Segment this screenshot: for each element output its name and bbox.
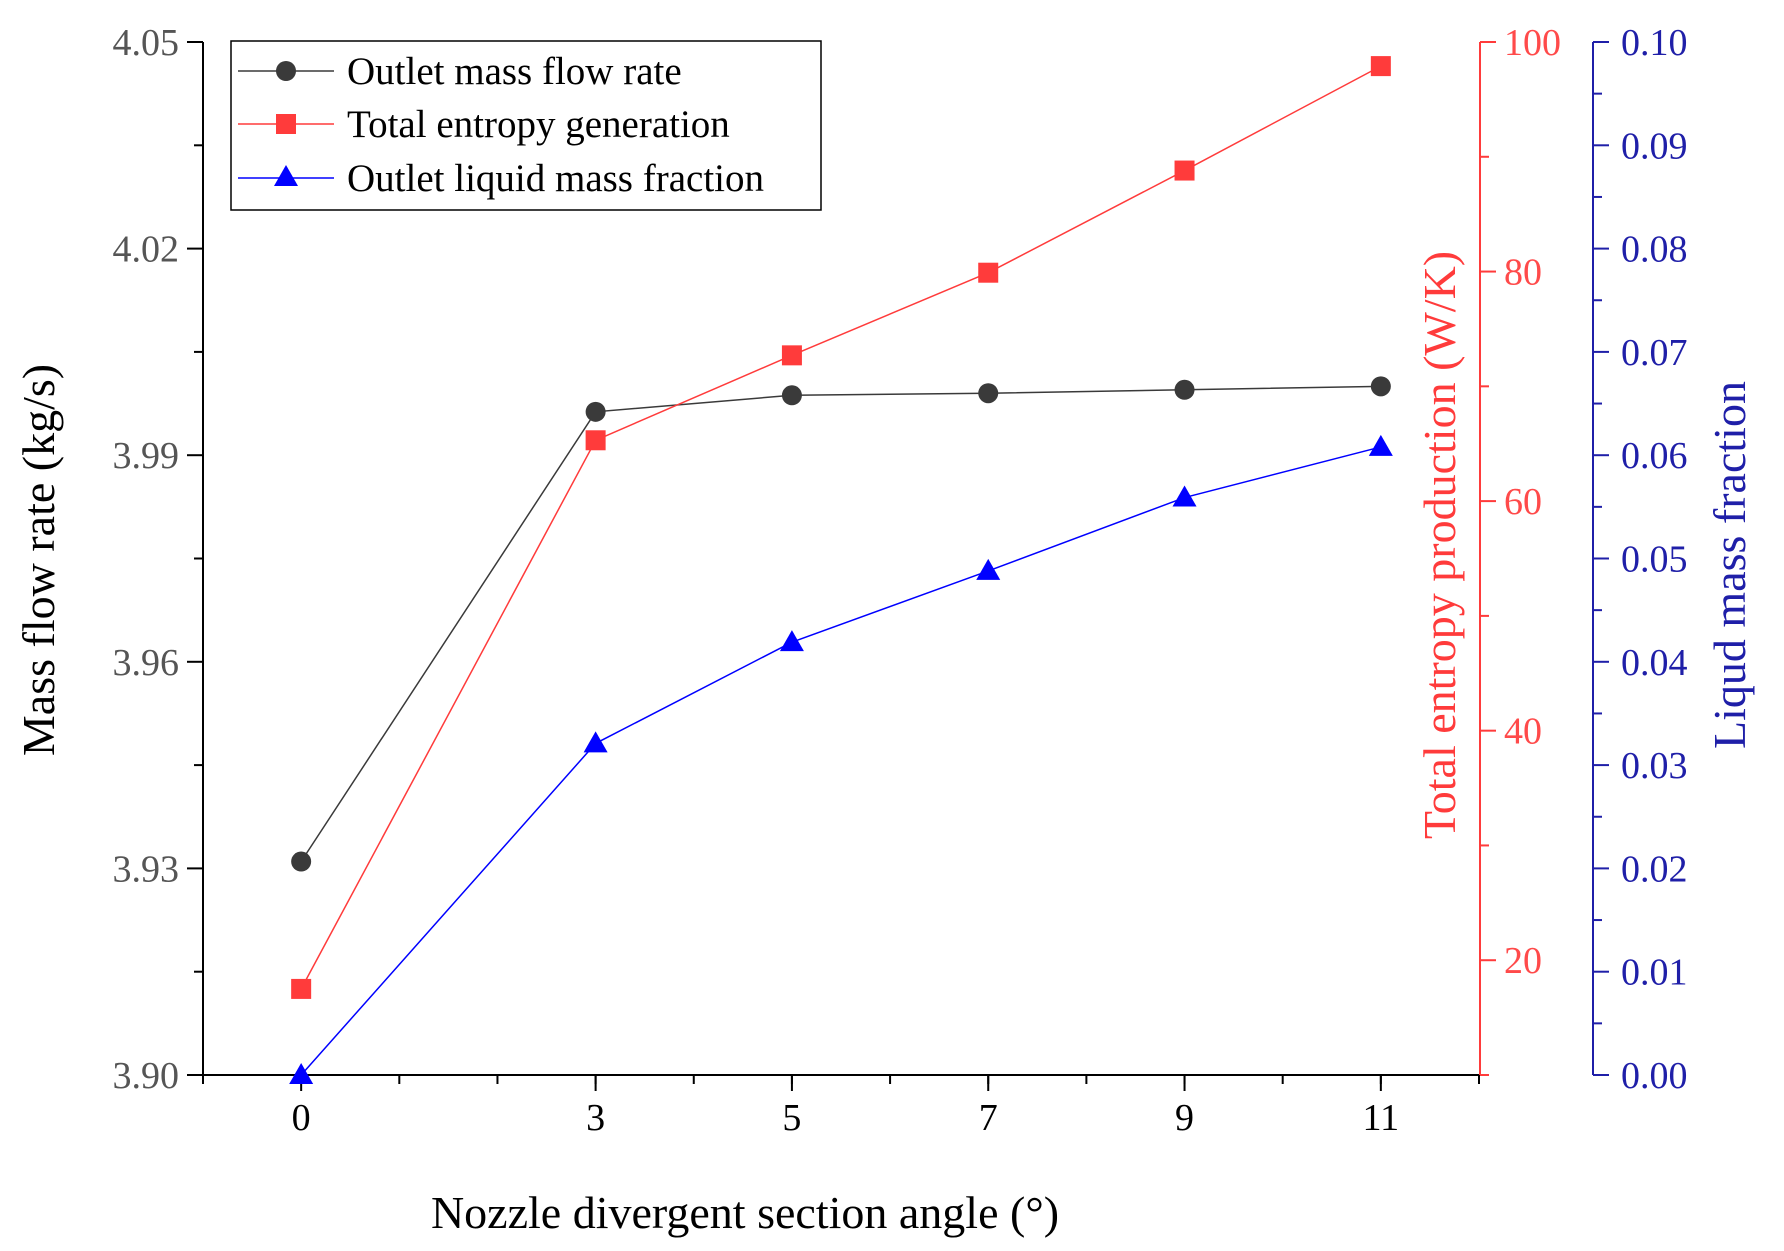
x-tick-label: 9 [1175, 1097, 1194, 1139]
y-right-liquid-tick-label: 0.09 [1621, 125, 1688, 167]
y-axis-right-liquid-title: Liqud mass fraction [1704, 381, 1755, 749]
x-tick-label: 7 [979, 1097, 998, 1139]
data-point-liquid [1368, 434, 1393, 456]
data-point-mass-flow [585, 401, 606, 422]
data-point-liquid [583, 731, 608, 753]
data-point-entropy [585, 430, 606, 451]
legend-box [230, 40, 822, 211]
legend-item-liquid: Outlet liquid mass fraction [238, 157, 764, 200]
data-point-mass-flow [978, 383, 999, 404]
data-point-entropy [1174, 160, 1195, 181]
legend-item-entropy: Total entropy generation [238, 103, 730, 146]
series-line-liquid [300, 446, 1382, 1076]
y-right-entropy-tick-label: 20 [1504, 940, 1542, 982]
legend-marker-square [276, 114, 296, 134]
x-tick-label: 3 [586, 1097, 605, 1139]
data-point-entropy [781, 345, 802, 366]
series-line-entropy [300, 65, 1382, 990]
data-point-mass-flow [291, 851, 312, 872]
y-right-entropy-tick-label: 60 [1504, 481, 1542, 523]
y-left-tick-label: 4.05 [113, 22, 180, 64]
data-point-entropy [291, 978, 312, 999]
x-tick-label: 11 [1363, 1097, 1400, 1139]
y-left-tick-label: 3.96 [113, 642, 180, 684]
series-line-mass-flow [300, 385, 1381, 862]
y-right-liquid-tick-label: 0.03 [1621, 745, 1688, 787]
y-right-liquid-tick-label: 0.08 [1621, 229, 1688, 271]
y-right-entropy-tick-label: 100 [1504, 22, 1561, 64]
y-axis-left-title: Mass flow rate (kg/s) [13, 364, 64, 756]
y-left-tick-label: 3.90 [113, 1055, 180, 1097]
data-point-mass-flow [1370, 376, 1391, 397]
legend-label-liquid: Outlet liquid mass fraction [347, 157, 764, 200]
y-left-tick-label: 3.93 [113, 848, 180, 890]
data-point-entropy [978, 262, 999, 283]
axes-group: 0 3 5 7 9 11 3.90 3.93 3.96 3.99 4.02 4.05 20 40 60 80 1… [113, 22, 1688, 1139]
y-right-entropy-tick-label: 80 [1504, 252, 1542, 294]
data-point-mass-flow [781, 385, 802, 406]
data-point-liquid [976, 558, 1001, 580]
data-point-entropy [1370, 56, 1391, 77]
y-right-liquid-tick-label: 0.05 [1621, 539, 1688, 581]
legend-marker-triangle [274, 165, 298, 186]
legend-label-entropy: Total entropy generation [347, 103, 730, 146]
y-axis-right-entropy-title: Total entropy production (W/K) [1414, 251, 1465, 839]
y-right-entropy-tick-label: 40 [1504, 711, 1542, 753]
x-tick-label: 0 [292, 1097, 311, 1139]
y-right-liquid-tick-label: 0.10 [1621, 22, 1688, 64]
y-left-tick-label: 3.99 [113, 435, 180, 477]
data-point-liquid [289, 1063, 314, 1084]
y-left-tick-label: 4.02 [113, 229, 180, 271]
series-lines-group [300, 65, 1382, 1076]
legend: Outlet mass flow rate Total entropy gene… [230, 40, 822, 211]
legend-marker-circle [276, 61, 296, 81]
y-right-liquid-tick-label: 0.07 [1621, 332, 1688, 374]
series-markers-group [289, 56, 1393, 1084]
data-point-mass-flow [1174, 379, 1195, 400]
y-right-liquid-tick-label: 0.04 [1621, 642, 1688, 684]
y-right-liquid-tick-label: 0.02 [1621, 848, 1688, 890]
data-point-liquid [779, 630, 804, 652]
y-right-liquid-tick-label: 0.06 [1621, 435, 1688, 477]
legend-item-mass-flow: Outlet mass flow rate [238, 50, 682, 93]
data-point-liquid [1172, 485, 1197, 507]
y-right-liquid-tick-label: 0.01 [1621, 952, 1688, 994]
legend-label-mass-flow: Outlet mass flow rate [347, 50, 682, 93]
x-axis-title: Nozzle divergent section angle (°) [431, 1187, 1059, 1238]
x-tick-label: 5 [782, 1097, 801, 1139]
y-right-liquid-tick-label: 0.00 [1621, 1055, 1688, 1097]
